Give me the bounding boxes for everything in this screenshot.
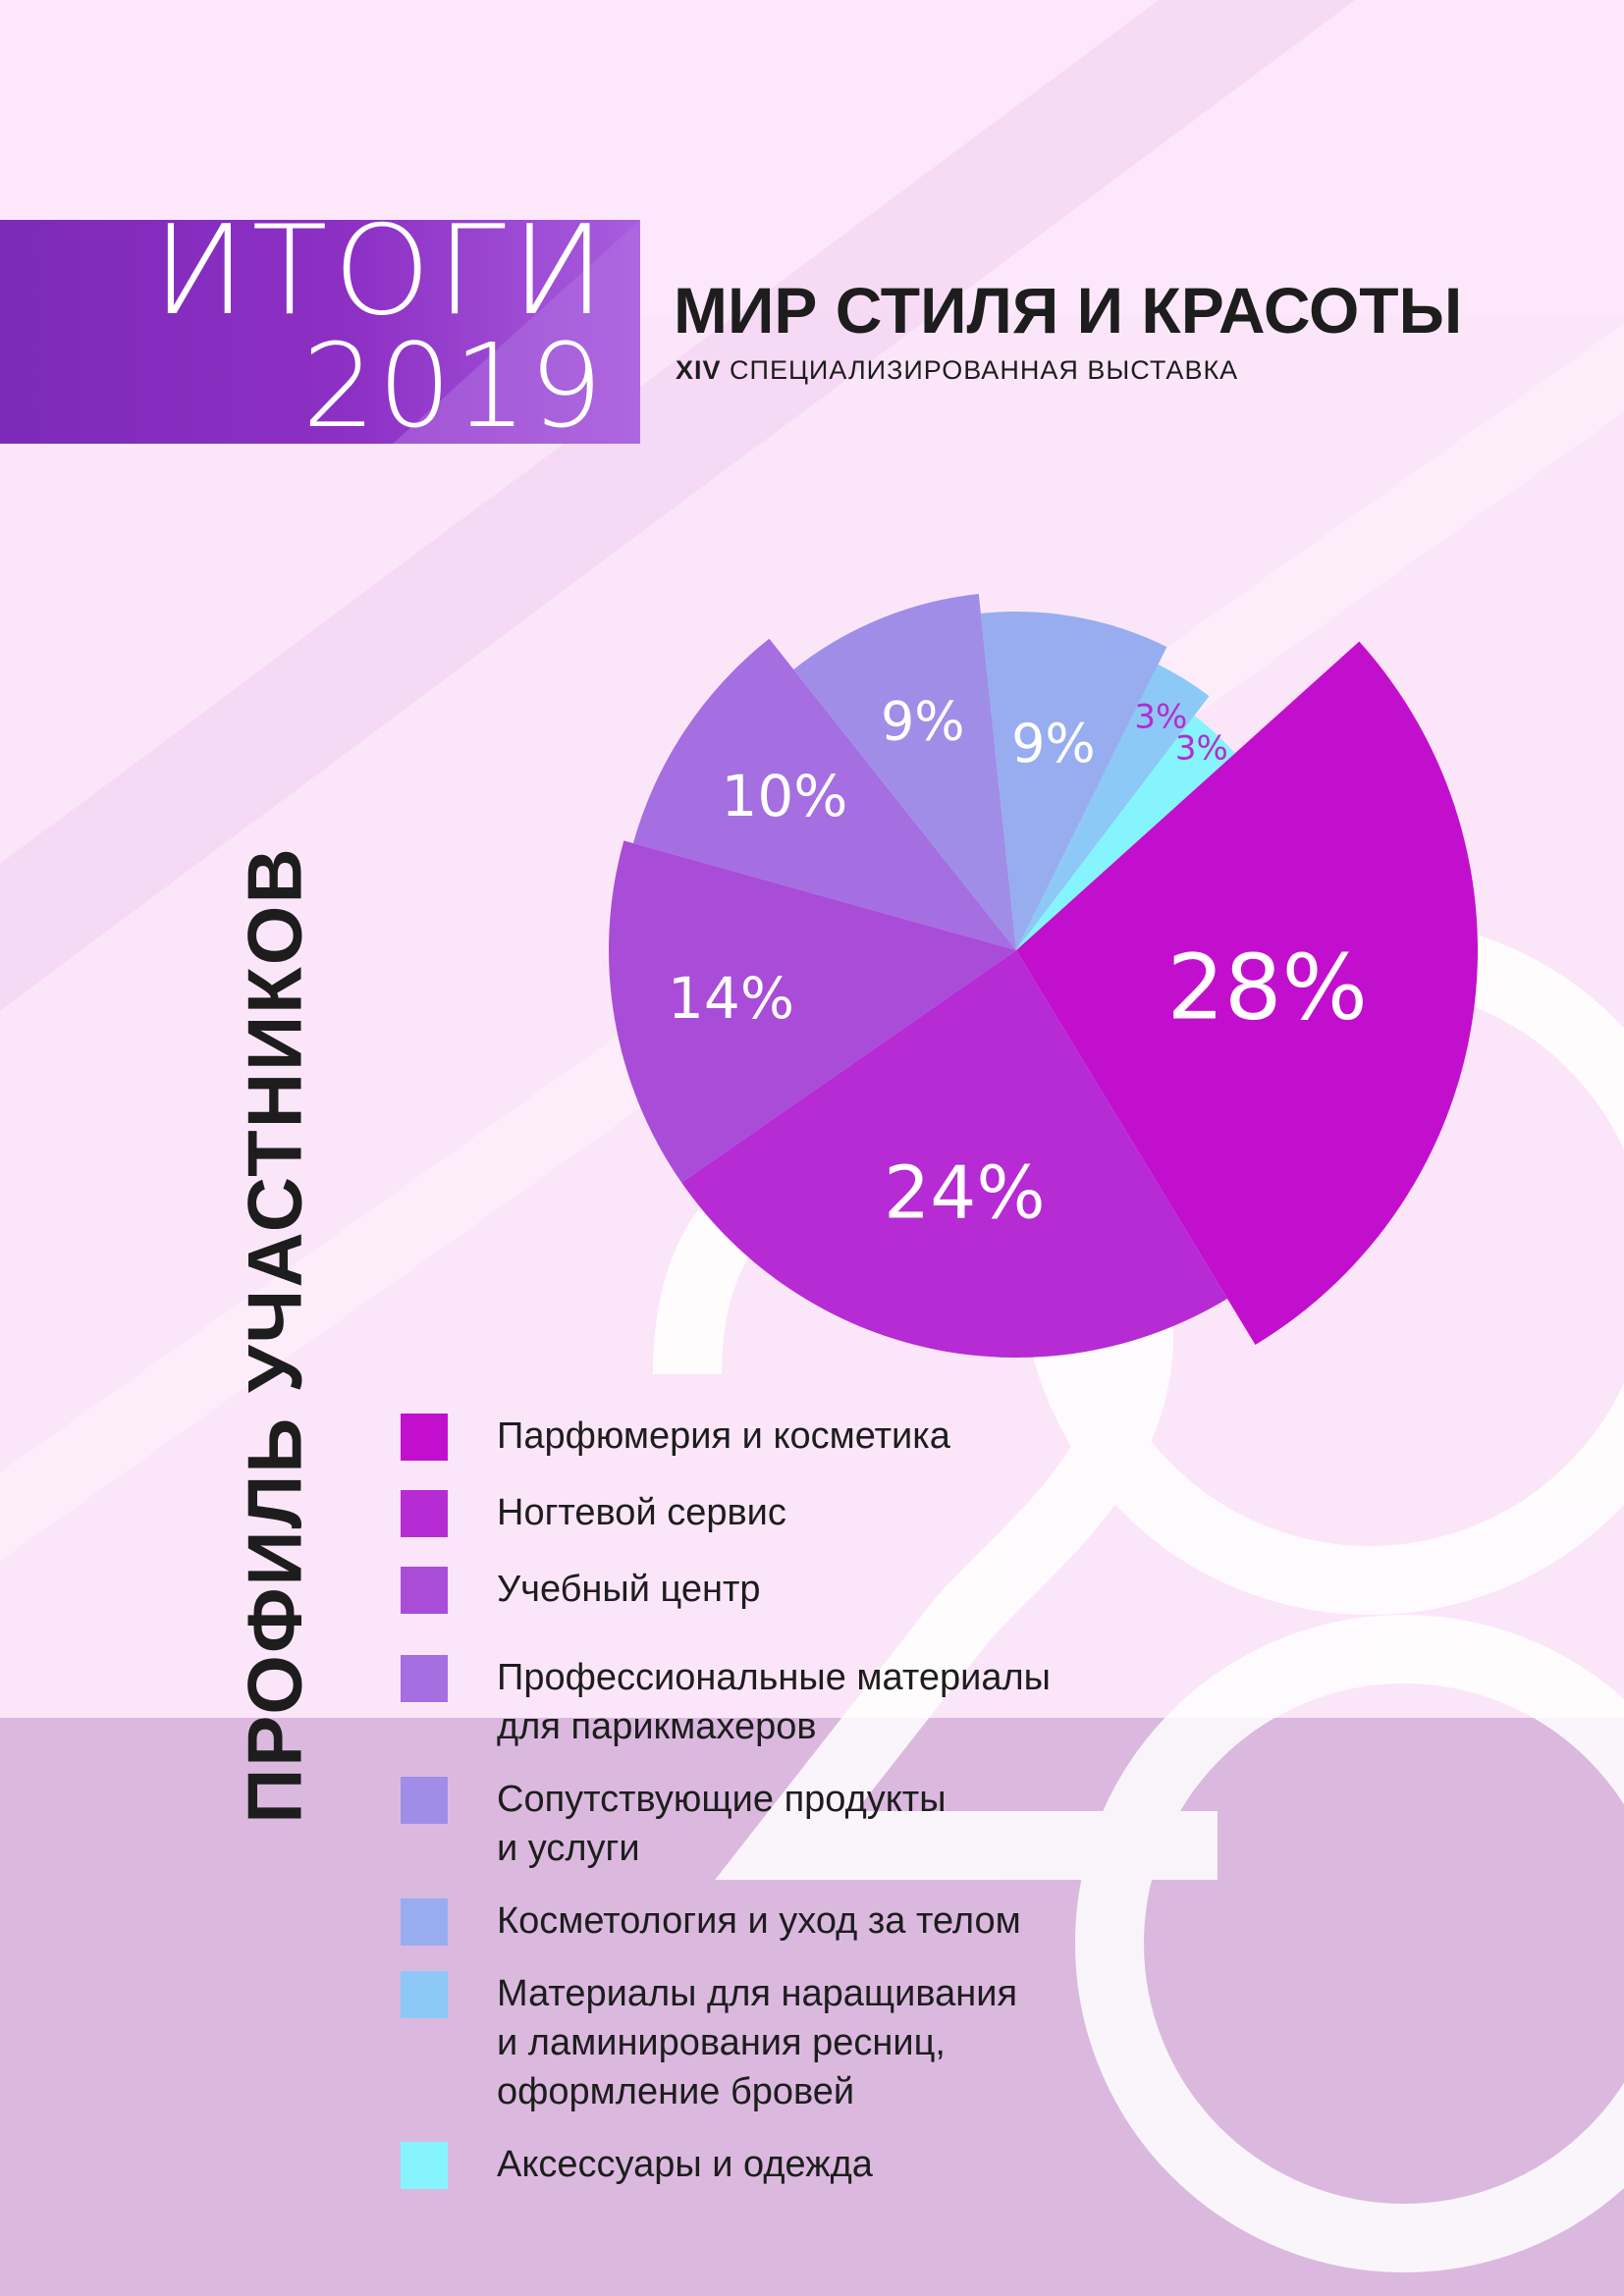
legend-swatch [401, 1414, 448, 1461]
legend-label: Учебный центр [497, 1569, 761, 1610]
legend-label: Ногтевой сервис [497, 1492, 786, 1533]
pie-slice-4 [632, 638, 1016, 950]
legend-label: и услуги [497, 1828, 640, 1869]
pie-label-2: 24% [884, 1151, 1045, 1236]
pie-label-3: 14% [668, 965, 794, 1032]
pie-slice-8 [1016, 716, 1235, 950]
banner-year: 2019 [301, 318, 605, 444]
pie-slice-7 [1016, 664, 1210, 950]
pie-label-1: 28% [1166, 934, 1367, 1040]
subtitle-text: СПЕЦИАЛИЗИРОВАННАЯ ВЫСТАВКА [730, 355, 1239, 385]
pie-slice-5 [793, 594, 1016, 950]
legend-swatch [401, 1655, 448, 1702]
banner-accent [393, 220, 640, 444]
banner-word: ИТОГИ [152, 220, 611, 343]
legend-label: Материалы для наращивания [497, 1973, 1018, 2014]
legend-label: Профессиональные материалы [497, 1657, 1051, 1698]
pie-label-6: 9% [1011, 713, 1096, 774]
page-title: МИР СТИЛЯ И КРАСОТЫ [674, 274, 1463, 347]
pie-slice-1 [1016, 641, 1479, 1345]
legend-swatch [401, 1971, 448, 2018]
page-subtitle: XIV СПЕЦИАЛИЗИРОВАННАЯ ВЫСТАВКА [676, 355, 1238, 386]
legend-swatch [401, 2142, 448, 2189]
legend-label: и ламинирования ресниц, [497, 2022, 946, 2063]
pie-slice-6 [980, 612, 1167, 950]
legend-label: Парфюмерия и косметика [497, 1415, 950, 1457]
pie-slice-3 [609, 840, 1016, 1183]
pie-label-8: 3% [1175, 729, 1228, 769]
legend-label: оформление бровей [497, 2071, 855, 2112]
legend-swatch [401, 1898, 448, 1946]
pie-slice-2 [681, 950, 1227, 1359]
legend-label: для парикмахеров [497, 1706, 817, 1747]
legend-label: Сопутствующие продукты [497, 1779, 947, 1820]
legend-swatch [401, 1567, 448, 1614]
legend-swatch [401, 1490, 448, 1537]
legend-swatch [401, 1777, 448, 1824]
legend-label: Аксессуары и одежда [497, 2144, 873, 2185]
pie-label-7: 3% [1134, 698, 1187, 737]
subtitle-numeral: XIV [676, 355, 722, 385]
pie-label-4: 10% [721, 763, 847, 829]
year-banner: ИТОГИ 2019 [0, 220, 640, 444]
legend-label: Косметология и уход за телом [497, 1900, 1021, 1942]
pie-label-5: 9% [881, 690, 965, 752]
